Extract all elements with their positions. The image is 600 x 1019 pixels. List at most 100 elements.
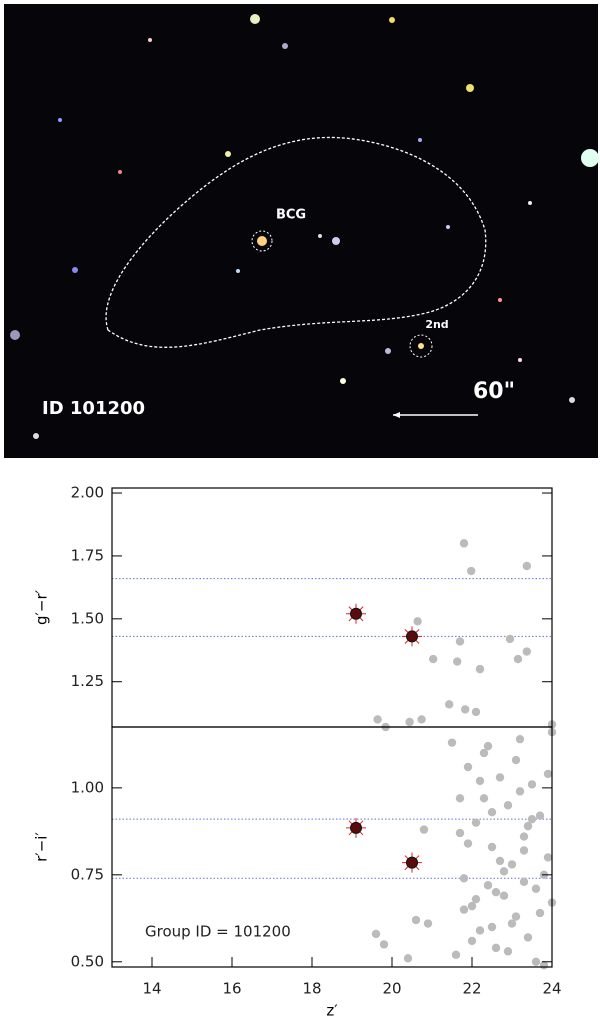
x-tick-label: 22 xyxy=(462,980,481,998)
point xyxy=(403,954,413,963)
point xyxy=(522,561,531,571)
point xyxy=(505,634,515,644)
image-id: ID 101200 xyxy=(42,398,145,419)
point xyxy=(531,884,541,893)
y-tick-label: 2.00 xyxy=(71,484,104,502)
point xyxy=(523,821,533,831)
image-background xyxy=(4,4,598,458)
point xyxy=(455,794,465,803)
plots: 1.25 1.50 1.75 2.00 g′−r′ 0.50 0.75 1.00 14 16 18 2… xyxy=(33,484,562,1019)
point xyxy=(515,787,525,796)
point xyxy=(535,908,545,918)
second-label: 2nd xyxy=(425,318,448,331)
point xyxy=(463,839,473,848)
point xyxy=(459,539,469,548)
x-axis-label: z′ xyxy=(326,1002,338,1019)
point xyxy=(507,919,517,928)
point xyxy=(519,832,529,841)
point xyxy=(405,717,414,727)
point xyxy=(511,755,521,765)
point xyxy=(461,705,470,714)
point xyxy=(417,715,426,724)
point xyxy=(503,801,513,810)
point xyxy=(543,769,553,779)
x-tick-label: 24 xyxy=(542,980,561,998)
group-contour xyxy=(105,136,487,348)
point xyxy=(515,734,525,744)
y-tick-label: 0.75 xyxy=(71,865,104,883)
point xyxy=(543,853,553,862)
point xyxy=(467,566,476,576)
point xyxy=(527,780,537,789)
point xyxy=(453,657,462,666)
y-axis-label: g′−r′ xyxy=(33,589,51,625)
plot-frame xyxy=(111,487,553,728)
plot-frame xyxy=(111,726,553,968)
point xyxy=(451,950,461,960)
point xyxy=(495,856,505,866)
stars xyxy=(10,14,599,439)
point xyxy=(467,901,477,911)
point xyxy=(511,912,521,921)
point xyxy=(455,637,465,646)
y-tick-label: 1.50 xyxy=(71,609,104,627)
highlight-point xyxy=(406,630,418,643)
point xyxy=(519,877,529,886)
x-tick-label: 14 xyxy=(142,980,161,998)
point xyxy=(371,929,381,939)
bcg-label: BCG xyxy=(276,208,306,223)
annotation: Group ID = 101200 xyxy=(145,923,291,941)
point xyxy=(491,888,501,897)
point xyxy=(483,881,493,890)
point xyxy=(445,700,454,709)
point xyxy=(479,794,489,803)
x-tick-label: 18 xyxy=(302,980,321,998)
y-tick-label: 1.25 xyxy=(71,672,104,690)
point xyxy=(475,776,485,786)
point xyxy=(531,957,541,966)
scale-arrow xyxy=(393,412,400,418)
second-galaxy xyxy=(418,343,424,349)
point xyxy=(455,828,465,838)
scale-label: 60" xyxy=(473,379,515,404)
point xyxy=(487,842,497,852)
point xyxy=(419,825,429,834)
panel: 1.25 1.50 1.75 2.00 g′−r′ xyxy=(33,484,557,732)
point xyxy=(429,654,438,664)
point xyxy=(487,922,497,932)
point xyxy=(459,874,469,883)
point xyxy=(459,905,469,914)
point xyxy=(519,846,529,855)
point xyxy=(523,933,533,942)
highlight-point xyxy=(350,607,362,620)
point xyxy=(499,867,509,876)
x-tick-label: 20 xyxy=(382,980,401,998)
point xyxy=(535,811,545,820)
point xyxy=(373,715,382,724)
x-tick-label: 16 xyxy=(222,980,241,998)
panel: 0.50 0.75 1.00 14 16 18 20 22 24 r′−i′ z′ Group ID … xyxy=(33,726,562,1019)
point xyxy=(463,762,473,772)
point xyxy=(447,738,457,747)
point xyxy=(539,961,549,970)
point xyxy=(467,936,477,946)
point xyxy=(483,741,493,751)
point xyxy=(513,654,523,664)
point xyxy=(495,773,505,782)
point xyxy=(499,891,509,900)
point xyxy=(413,617,422,626)
y-tick-label: 1.75 xyxy=(71,546,104,564)
point xyxy=(527,814,537,824)
point xyxy=(522,647,531,656)
second-marker xyxy=(409,334,433,358)
point xyxy=(475,926,485,935)
point xyxy=(411,915,421,925)
bcg-galaxy xyxy=(257,236,267,246)
point xyxy=(379,940,389,949)
point xyxy=(507,860,517,869)
y-tick-label: 0.50 xyxy=(71,952,104,970)
point xyxy=(479,748,489,758)
y-axis-label: r′−i′ xyxy=(33,832,51,862)
highlight-point xyxy=(406,856,418,869)
